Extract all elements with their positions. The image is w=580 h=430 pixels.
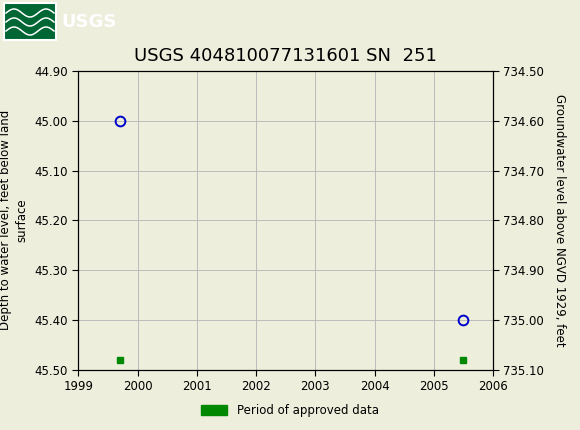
Bar	[4, 3, 56, 40]
Y-axis label: Groundwater level above NGVD 1929, feet: Groundwater level above NGVD 1929, feet	[553, 94, 566, 347]
Title: USGS 404810077131601 SN  251: USGS 404810077131601 SN 251	[134, 47, 437, 65]
Y-axis label: Depth to water level, feet below land
surface: Depth to water level, feet below land su…	[0, 110, 28, 331]
Text: USGS: USGS	[61, 13, 117, 31]
Legend: Period of approved data: Period of approved data	[197, 399, 383, 422]
